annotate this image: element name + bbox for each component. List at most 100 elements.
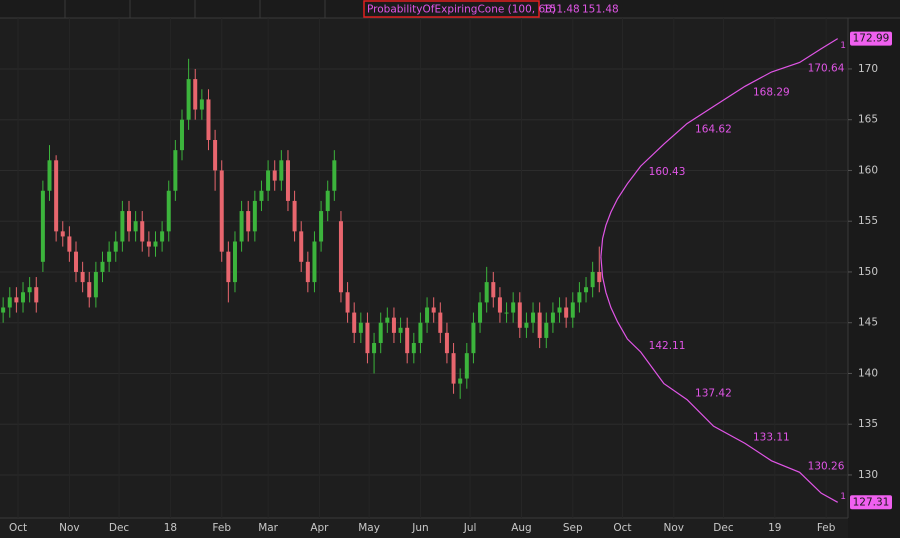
y-axis-strip bbox=[848, 18, 900, 538]
candle-body bbox=[557, 307, 562, 313]
candle-body bbox=[305, 261, 310, 283]
x-tick-label: Aug bbox=[511, 522, 532, 534]
candle-body bbox=[153, 241, 158, 247]
candle-body bbox=[590, 271, 595, 288]
price-box-label: 127.31 bbox=[853, 496, 890, 508]
candle-body bbox=[564, 307, 569, 318]
candle-body bbox=[584, 287, 589, 293]
candle-body bbox=[517, 302, 522, 328]
candle-body bbox=[146, 241, 151, 247]
candle-body bbox=[40, 190, 45, 262]
cone-value-label: 137.42 bbox=[695, 388, 732, 400]
study-name: ProbabilityOfExpiringCone (100, 68) bbox=[367, 4, 556, 16]
study-value: 151.48 bbox=[582, 4, 619, 16]
candle-body bbox=[444, 332, 449, 354]
x-tick-label: Feb bbox=[212, 522, 231, 534]
x-tick-label: Feb bbox=[817, 522, 836, 534]
candle-body bbox=[504, 312, 509, 314]
candle-body bbox=[405, 327, 410, 354]
candle-body bbox=[378, 322, 383, 344]
candle-body bbox=[27, 287, 32, 293]
candle-body bbox=[312, 241, 317, 283]
candle-body bbox=[597, 271, 602, 283]
candle-body bbox=[87, 282, 92, 298]
candle-body bbox=[47, 160, 52, 191]
x-tick-label: Nov bbox=[59, 522, 80, 534]
candle-body bbox=[206, 99, 211, 141]
y-tick-label: 160 bbox=[858, 164, 878, 176]
x-tick-label: Dec bbox=[713, 522, 734, 534]
candle-body bbox=[464, 353, 469, 379]
candle-body bbox=[431, 307, 436, 313]
candle-body bbox=[193, 79, 198, 110]
candle-body bbox=[511, 302, 516, 313]
candle-body bbox=[34, 287, 39, 303]
candle-body bbox=[365, 322, 370, 354]
cone-value-label: 133.11 bbox=[753, 431, 790, 443]
candle-body bbox=[352, 312, 357, 333]
x-tick-label: Oct bbox=[9, 522, 27, 534]
x-tick-label: Jul bbox=[463, 522, 477, 534]
cone-value-label: 168.29 bbox=[753, 86, 790, 98]
x-tick-label: 19 bbox=[768, 522, 781, 534]
candle-body bbox=[7, 297, 12, 308]
candle-body bbox=[133, 221, 138, 232]
candle-body bbox=[524, 322, 529, 328]
candle-body bbox=[418, 322, 423, 344]
y-tick-label: 145 bbox=[858, 317, 878, 329]
x-tick-label: Dec bbox=[109, 522, 130, 534]
candle-body bbox=[21, 292, 26, 303]
x-tick-label: Oct bbox=[613, 522, 631, 534]
candle-body bbox=[266, 170, 271, 191]
candle-body bbox=[550, 312, 555, 323]
x-tick-label: May bbox=[358, 522, 380, 534]
x-tick-label: Jun bbox=[411, 522, 428, 534]
candle-body bbox=[67, 236, 72, 252]
candle-body bbox=[292, 200, 297, 232]
study-highlight bbox=[363, 0, 540, 18]
candle-body bbox=[113, 241, 118, 252]
cone-line bbox=[600, 256, 838, 503]
candle-body bbox=[107, 251, 112, 262]
candle-body bbox=[438, 312, 443, 333]
candle-body bbox=[252, 200, 257, 232]
y-tick-label: 140 bbox=[858, 367, 878, 379]
y-tick-label: 150 bbox=[858, 266, 878, 278]
candle-body bbox=[577, 292, 582, 303]
header-dividers bbox=[0, 0, 900, 519]
cone-line bbox=[600, 38, 839, 257]
study-value: 151.48 bbox=[543, 4, 580, 16]
candle-body bbox=[411, 343, 416, 354]
candle-body bbox=[458, 378, 463, 384]
candle-body bbox=[74, 251, 79, 272]
cone-value-label: 130.26 bbox=[808, 460, 845, 472]
price-box-label: 172.99 bbox=[853, 33, 890, 45]
candle-body bbox=[385, 317, 390, 323]
candle-body bbox=[345, 292, 350, 313]
candle-body bbox=[319, 211, 324, 242]
cone-end-mark: 1 bbox=[840, 41, 846, 51]
candle-body bbox=[120, 211, 125, 242]
candle-body bbox=[338, 221, 343, 293]
candle-body bbox=[531, 312, 536, 323]
candle-body bbox=[391, 317, 396, 333]
candle-body bbox=[1, 307, 6, 313]
candle-body bbox=[140, 221, 145, 242]
price-box bbox=[850, 31, 892, 46]
header-bar bbox=[0, 0, 900, 18]
candle-body bbox=[497, 297, 502, 313]
candle-body bbox=[491, 282, 496, 298]
cone-value-label: 142.11 bbox=[649, 340, 686, 352]
candle-body bbox=[372, 343, 377, 354]
x-tick-label: Apr bbox=[310, 522, 329, 534]
candle-body bbox=[166, 190, 171, 232]
candle-body bbox=[179, 119, 184, 151]
candle-body bbox=[544, 322, 549, 338]
candle-body bbox=[537, 312, 542, 338]
x-tick-label: Sep bbox=[563, 522, 583, 534]
candle-body bbox=[325, 190, 330, 212]
candle-body bbox=[54, 160, 59, 232]
